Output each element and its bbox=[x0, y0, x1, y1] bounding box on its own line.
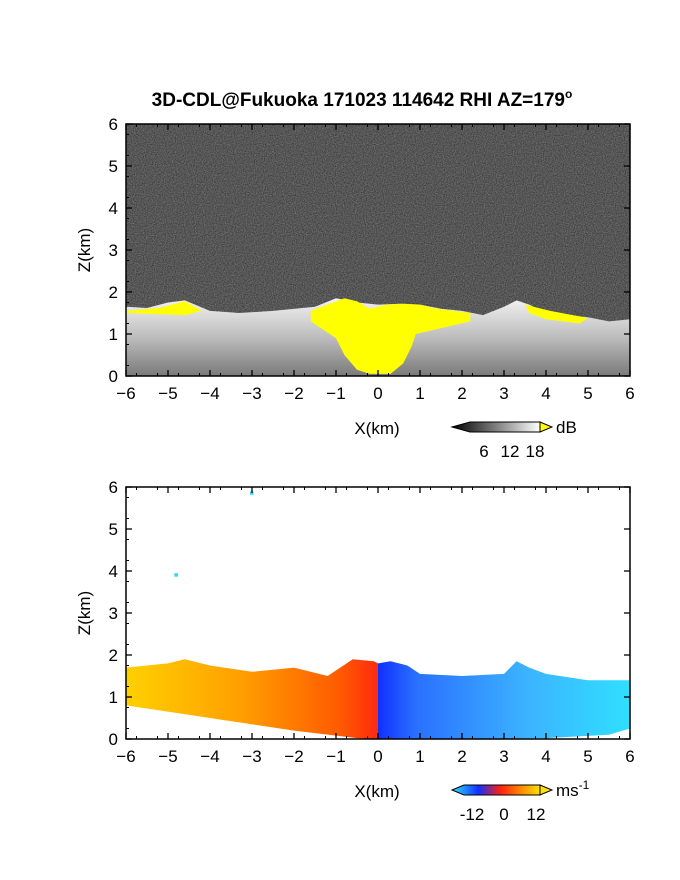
velocity-xtick-label: 0 bbox=[373, 747, 382, 766]
snr-ytick-label: 1 bbox=[109, 325, 118, 344]
velocity-xtick-label: 6 bbox=[625, 747, 634, 766]
snr-xtick-label: −2 bbox=[284, 384, 303, 403]
velocity-xtick-label: 1 bbox=[415, 747, 424, 766]
velocity-isolated-point bbox=[174, 573, 178, 577]
velocity-xtick-label: −6 bbox=[116, 747, 135, 766]
snr-xtick-label: 1 bbox=[415, 384, 424, 403]
velocity-ytick-label: 1 bbox=[109, 688, 118, 707]
velocity-ytick-label: 3 bbox=[109, 604, 118, 623]
snr-colorbar-tick: 18 bbox=[526, 442, 545, 461]
snr-xtick-label: −1 bbox=[326, 384, 345, 403]
snr-ylabel: Z(km) bbox=[75, 228, 94, 272]
velocity-xtick-label: −3 bbox=[242, 747, 261, 766]
snr-plot-frame bbox=[125, 123, 631, 377]
velocity-approaching-region bbox=[378, 661, 630, 739]
velocity-xtick-label: −4 bbox=[200, 747, 219, 766]
snr-colorbar-tick: 6 bbox=[479, 442, 488, 461]
velocity-ytick-label: 2 bbox=[109, 646, 118, 665]
velocity-xtick-label: −5 bbox=[158, 747, 177, 766]
snr-ytick-label: 5 bbox=[109, 157, 118, 176]
snr-xtick-label: 6 bbox=[625, 384, 634, 403]
snr-xtick-label: 4 bbox=[541, 384, 550, 403]
velocity-ytick-label: 0 bbox=[109, 730, 118, 749]
velocity-xtick-label: −2 bbox=[284, 747, 303, 766]
snr-xtick-label: −5 bbox=[158, 384, 177, 403]
snr-xlabel: X(km) bbox=[354, 419, 399, 438]
velocity-ylabel: Z(km) bbox=[75, 591, 94, 635]
velocity-xtick-label: 3 bbox=[499, 747, 508, 766]
velocity-xtick-label: −1 bbox=[326, 747, 345, 766]
snr-ytick-label: 3 bbox=[109, 241, 118, 260]
snr-colorbar-body bbox=[450, 421, 541, 433]
chart-title: 3D-CDL@Fukuoka 171023 114642 RHI AZ=179o bbox=[152, 87, 573, 111]
velocity-xtick-label: 4 bbox=[541, 747, 550, 766]
velocity-xlabel: X(km) bbox=[354, 782, 399, 801]
velocity-colorbar-tick: 12 bbox=[527, 805, 546, 824]
snr-ytick-label: 6 bbox=[109, 115, 118, 134]
velocity-colorbar-max-arrow bbox=[539, 784, 554, 796]
snr-colorbar-unit: dB bbox=[556, 418, 577, 437]
snr-ytick-label: 2 bbox=[109, 283, 118, 302]
velocity-colorbar-unit: ms-1 bbox=[556, 778, 590, 800]
velocity-colorbar: ms-1 -12 0 12 bbox=[450, 778, 590, 824]
velocity-colorbar-body bbox=[450, 784, 541, 796]
snr-xtick-label: 0 bbox=[373, 384, 382, 403]
velocity-colorbar-tick: -12 bbox=[460, 805, 485, 824]
velocity-colorbar-tick: 0 bbox=[499, 805, 508, 824]
snr-xtick-label: 3 bbox=[499, 384, 508, 403]
velocity-isolated-point bbox=[250, 491, 254, 495]
velocity-ytick-label: 4 bbox=[109, 562, 118, 581]
velocity-ytick-label: 6 bbox=[109, 478, 118, 497]
snr-colorbar-tick: 12 bbox=[501, 442, 520, 461]
velocity-receding-region bbox=[126, 659, 378, 739]
velocity-xtick-label: 2 bbox=[457, 747, 466, 766]
snr-ytick-label: 4 bbox=[109, 199, 118, 218]
velocity-ytick-label: 5 bbox=[109, 520, 118, 539]
snr-xtick-label: −3 bbox=[242, 384, 261, 403]
snr-colorbar: dB 6 12 18 bbox=[450, 418, 577, 461]
snr-xtick-label: 2 bbox=[457, 384, 466, 403]
snr-ytick-label: 0 bbox=[109, 367, 118, 386]
snr-xtick-label: −4 bbox=[200, 384, 219, 403]
snr-xtick-label: −6 bbox=[116, 384, 135, 403]
snr-colorbar-max-arrow bbox=[539, 421, 554, 433]
velocity-xtick-label: 5 bbox=[583, 747, 592, 766]
snr-saturated-core bbox=[126, 298, 588, 374]
velocity-plot-frame bbox=[125, 486, 631, 740]
snr-xtick-label: 5 bbox=[583, 384, 592, 403]
